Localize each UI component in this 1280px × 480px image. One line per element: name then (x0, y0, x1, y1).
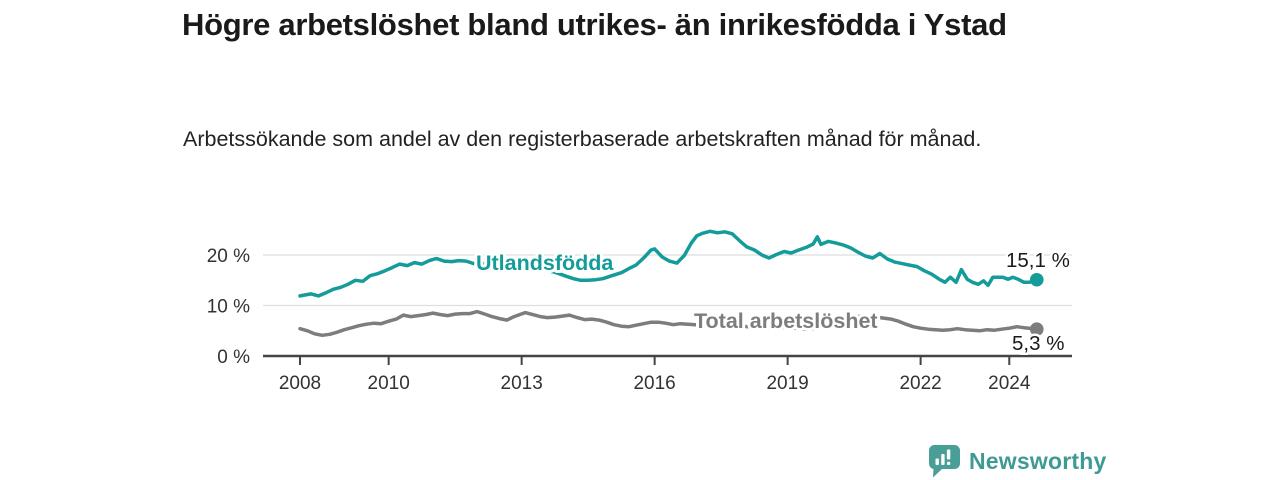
series-line-0 (298, 229, 1039, 298)
x-axis-tick-label: 2010 (368, 373, 410, 394)
bar-chart-speech-bubble-icon (929, 445, 960, 478)
x-axis-tick-label: 2013 (501, 373, 543, 394)
page-title: Högre arbetslöshet bland utrikes- än inr… (182, 7, 1007, 42)
series-line-1 (298, 309, 1039, 338)
y-axis-tick-label: 0 % (217, 347, 250, 368)
x-axis-tick-label: 2016 (633, 373, 675, 394)
line-chart: 20 % 10 % 0 % 2008 2010 2013 2016 2019 2022 2024 U… (180, 210, 1100, 410)
newsworthy-logo: Newsworthy (929, 445, 1106, 478)
y-axis-tick-label: 10 % (207, 297, 250, 318)
x-axis-tick-label: 2024 (988, 373, 1031, 394)
chart-canvas: 20 % 10 % 0 % 2008 2010 2013 2016 2019 2022 2024 U… (207, 229, 1072, 394)
series-end-value-label-0: 15,1 % (1006, 249, 1070, 272)
brand-name: Newsworthy (969, 448, 1107, 474)
series-label-1: Total arbetslöshet (694, 309, 878, 333)
chart-subtitle: Arbetssökande som andel av den registerb… (183, 127, 982, 151)
series-endpoint-dot-1 (1029, 322, 1044, 337)
x-axis-tick-label: 2019 (766, 373, 808, 394)
y-axis-tick-label: 20 % (207, 246, 250, 267)
series-endpoint-dot-0 (1029, 272, 1044, 287)
x-axis-tick-label: 2008 (279, 373, 321, 394)
x-axis-tick-label: 2022 (899, 373, 941, 394)
series-end-value-label-1: 5,3 % (1012, 332, 1064, 355)
series-label-0: Utlandsfödda (476, 251, 614, 275)
